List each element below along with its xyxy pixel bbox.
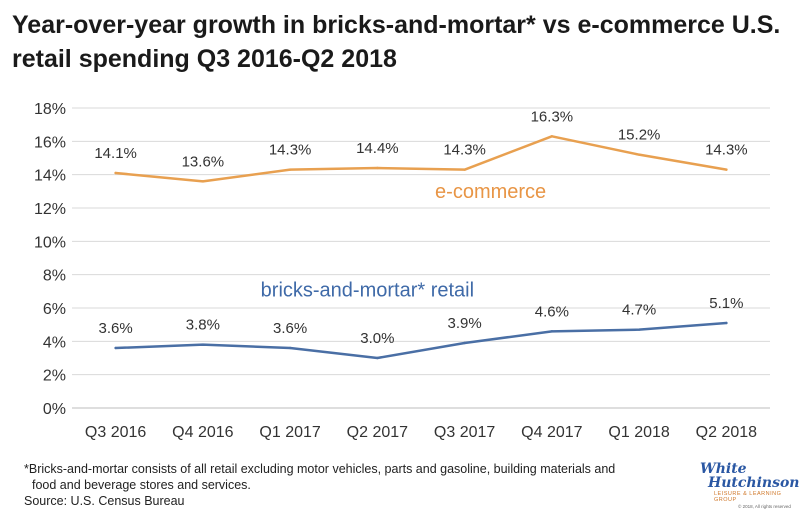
x-tick-label: Q1 2018	[608, 424, 669, 441]
data-point	[288, 168, 292, 171]
chart-title: Year-over-year growth in bricks-and-mort…	[12, 11, 781, 73]
data-label: 14.3%	[443, 142, 486, 159]
data-point	[725, 321, 728, 325]
data-label: 3.6%	[99, 320, 133, 337]
data-point	[114, 171, 117, 175]
y-tick-label: 12%	[34, 201, 66, 218]
x-tick-label: Q4 2016	[172, 424, 233, 441]
data-point	[725, 168, 728, 171]
data-label: 3.9%	[448, 315, 482, 332]
data-label: 14.4%	[356, 140, 399, 157]
data-point	[550, 135, 554, 138]
x-tick-label: Q1 2017	[259, 424, 320, 441]
data-point	[637, 328, 641, 331]
series-line-ecommerce	[114, 135, 728, 183]
data-point	[201, 180, 205, 183]
y-tick-label: 8%	[43, 268, 66, 285]
x-tick-label: Q3 2017	[434, 424, 495, 441]
y-tick-label: 10%	[34, 234, 66, 251]
y-tick-label: 2%	[43, 368, 66, 385]
footnote-line-2: food and beverage stores and services.	[32, 478, 251, 492]
footnote-line-1: *Bricks-and-mortar consists of all retai…	[24, 462, 616, 476]
data-point	[376, 356, 379, 360]
data-point	[463, 168, 466, 171]
data-label: 3.0%	[360, 330, 394, 347]
data-label: 3.8%	[186, 317, 220, 334]
data-point	[550, 330, 554, 333]
data-label: 14.3%	[705, 142, 748, 159]
data-label: 3.6%	[273, 320, 307, 337]
data-label: 16.3%	[531, 108, 574, 125]
series-label-bricks: bricks-and-mortar* retail	[261, 279, 474, 301]
white-hutchinson-logo: White Hutchinson LEISURE & LEARNING GROU…	[700, 461, 800, 509]
data-label: 5.1%	[709, 295, 743, 312]
y-tick-label: 4%	[43, 334, 66, 351]
data-label: 4.7%	[622, 302, 656, 319]
y-tick-label: 14%	[34, 168, 66, 185]
series-label-ecommerce: e-commerce	[435, 181, 546, 203]
line-chart: 0% 2% 4% 6% 8% 10% 12% 14% 16% 18% Q3 2016 Q4 2016 Q…	[34, 101, 770, 441]
data-point	[288, 346, 292, 350]
data-label: 15.2%	[618, 127, 661, 144]
y-tick-label: 0%	[43, 401, 66, 418]
source-note: Source: U.S. Census Bureau	[24, 494, 185, 508]
series-line-bricks	[114, 321, 728, 360]
data-point	[637, 153, 641, 156]
data-label: 14.3%	[269, 142, 312, 159]
data-label: 14.1%	[94, 145, 137, 162]
footnote: *Bricks-and-mortar consists of all retai…	[24, 461, 704, 493]
data-label: 4.6%	[535, 303, 569, 320]
y-tick-label: 18%	[34, 101, 66, 118]
y-tick-label: 6%	[43, 301, 66, 318]
y-tick-label: 16%	[34, 134, 66, 151]
x-tick-label: Q2 2018	[696, 424, 757, 441]
data-point	[463, 341, 466, 345]
data-point	[376, 166, 379, 170]
data-label: 13.6%	[182, 153, 225, 170]
data-point	[201, 343, 205, 346]
x-tick-label: Q4 2017	[521, 424, 582, 441]
x-tick-label: Q3 2016	[85, 424, 146, 441]
data-point	[114, 346, 117, 350]
x-tick-label: Q2 2017	[347, 424, 408, 441]
